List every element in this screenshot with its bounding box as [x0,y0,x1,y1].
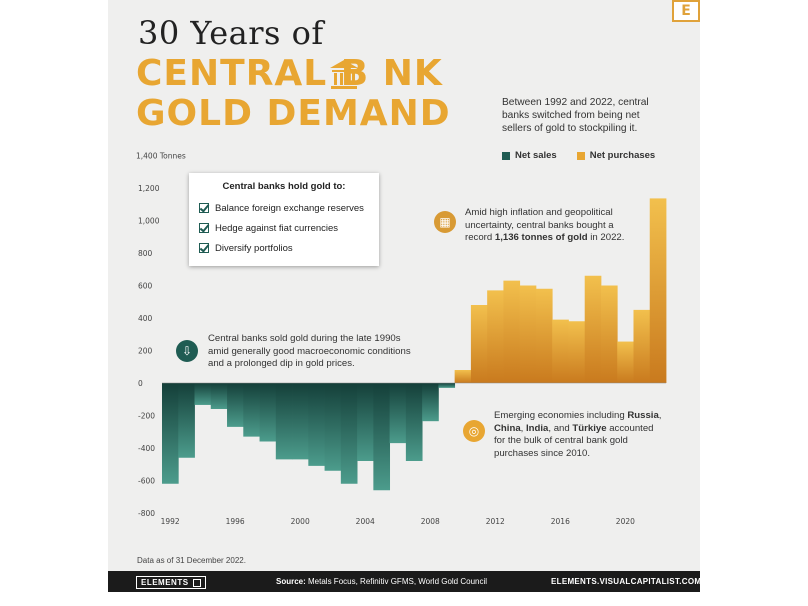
title-top: 30 Years of [138,14,324,52]
bar-net-sales [194,383,212,405]
reason-item: Hedge against fiat currencies [199,218,369,238]
site-url[interactable]: ELEMENTS.VISUALCAPITALIST.COM [551,577,702,586]
legend-swatch-net-sales [502,151,510,160]
reason-item: Diversify portfolios [199,238,369,258]
bar-net-sales [178,383,195,458]
elements-logo: ELEMENTS [136,576,206,589]
reason-label: Hedge against fiat currencies [215,222,339,234]
checkbox-icon [199,203,209,213]
bar-net-sales [422,383,439,422]
y-tick-label: 400 [138,314,153,323]
legend-label-net-purchases: Net purchases [589,150,656,161]
y-tick-label: 800 [138,249,153,258]
bar-net-sales [308,383,325,466]
bar-net-sales [292,383,309,460]
legend-net-purchases: Net purchases [576,150,656,161]
checkbox-icon [199,223,209,233]
gold-demand-chart: 1,400 Tonnes -800 -600 -400 -200 0 200 400 600 80… [136,152,667,526]
y-tick-label: -600 [138,477,155,486]
bar-net-purchases [584,275,602,383]
x-tick-label: 1996 [226,517,245,526]
elements-badge-icon: E [672,0,700,22]
bar-net-purchases [600,285,618,383]
y-tick-label: -400 [138,444,155,453]
bar-net-sales [243,383,260,437]
reasons-heading: Central banks hold gold to: [222,181,346,192]
intro-text: Between 1992 and 2022, central banks swi… [502,97,649,134]
bar-net-sales [162,383,179,484]
y-tick-label: -800 [138,509,155,518]
bar-net-purchases [633,309,651,383]
y-tick-label: 0 [138,379,143,388]
y-tick-label: 200 [138,347,153,356]
bar-net-sales [227,383,244,427]
y-tick-label: -200 [138,412,155,421]
legend-label-net-sales: Net sales [515,150,557,161]
reason-item: Balance foreign exchange reserves [199,198,369,218]
bar-net-purchases [487,290,504,383]
y-tick-label: 600 [138,282,153,291]
x-tick-label: 2004 [356,517,375,526]
bar-net-sales [405,383,423,461]
reason-label: Diversify portfolios [215,242,293,254]
x-tick-label: 1992 [161,517,180,526]
bar-net-sales [275,383,293,460]
annotation-sold-1990s: Central banks sold gold during the late … [208,333,411,369]
reason-label: Balance foreign exchange reserves [215,202,364,214]
globe-icon: ◎ [463,420,485,442]
bar-net-sales [324,383,342,471]
source-credit: Source: Metals Focus, Refinitiv GFMS, Wo… [276,577,488,586]
x-tick-label: 2012 [486,517,505,526]
bar-net-sales [389,383,407,444]
logo-mark-icon [192,578,201,587]
bar-net-purchases [535,288,553,383]
bar-net-sales [438,383,456,388]
reasons-box: Central banks hold gold to: Balance fore… [189,173,379,266]
bank-icon [330,60,358,89]
footnote: Data as of 31 December 2022. [137,556,246,565]
bar-net-sales [357,383,374,461]
bar-net-sales [259,383,277,442]
bar-net-purchases [617,341,634,383]
y-tick-label: 1,000 [138,217,160,226]
legend-swatch-net-purchases [576,151,585,160]
chart-legend: Net sales Net purchases [502,150,655,161]
annotation-emerging-economies: Emerging economies including Russia, Chi… [494,410,662,459]
gold-bars-icon: ▦ [434,211,456,233]
down-arrow-icon: ⇩ [176,340,198,362]
footer-bar: ELEMENTS Source: Metals Focus, Refinitiv… [108,571,702,592]
x-tick-label: 2020 [616,517,635,526]
bar-net-purchases [519,285,537,383]
title-line-2: GOLD DEMAND [136,93,451,134]
bar-net-purchases [649,198,667,383]
checkbox-icon [199,243,209,253]
title-line-1: CENTRAL B NK [136,53,443,94]
bar-net-sales [210,383,228,409]
bar-net-purchases [503,280,521,383]
x-tick-label: 2000 [291,517,310,526]
y-tick-label: 1,200 [138,184,160,193]
bar-net-purchases [454,370,472,383]
title-main: CENTRAL B NK GOLD DEMAND [136,54,451,134]
bar-net-purchases [552,319,569,383]
y-axis-unit-label: 1,400 Tonnes [136,152,186,161]
bar-net-sales [373,383,391,491]
legend-net-sales: Net sales [502,150,557,161]
x-tick-label: 2008 [421,517,440,526]
annotation-record-2022: Amid high inflation and geopolitical unc… [465,207,625,243]
bar-net-purchases [470,305,488,383]
bar-net-sales [340,383,358,484]
x-tick-label: 2016 [551,517,570,526]
bar-net-purchases [568,321,586,383]
